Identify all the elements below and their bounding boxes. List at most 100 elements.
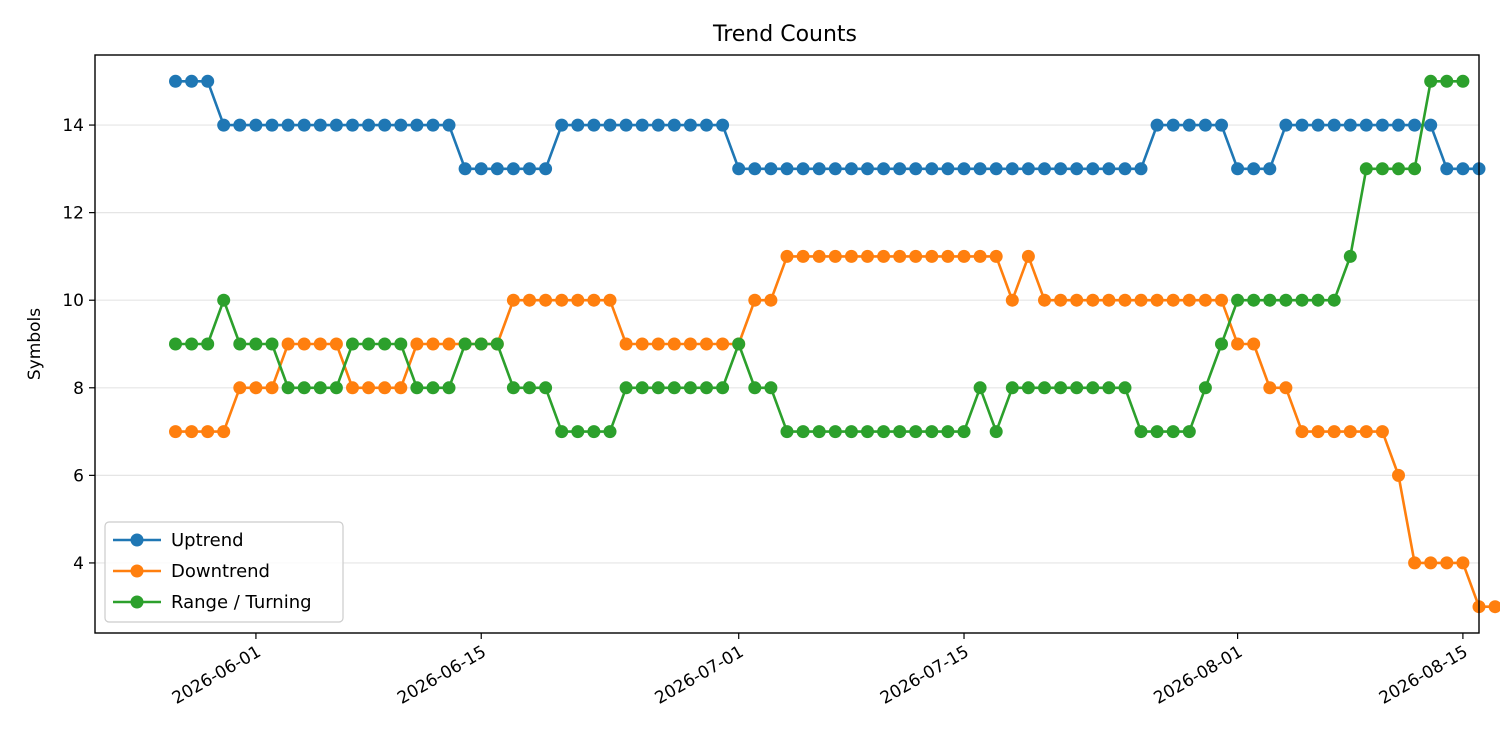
data-point xyxy=(925,162,939,176)
data-point xyxy=(973,381,987,395)
data-point xyxy=(378,337,392,351)
series-2 xyxy=(169,74,1470,439)
data-point xyxy=(700,337,713,351)
data-point xyxy=(265,381,279,395)
data-point xyxy=(780,162,794,176)
data-point xyxy=(1408,162,1422,176)
data-point xyxy=(683,337,697,351)
data-point xyxy=(1198,381,1212,395)
data-point xyxy=(1375,118,1389,132)
data-point xyxy=(812,425,826,439)
data-point xyxy=(1070,381,1084,395)
data-point xyxy=(861,162,874,176)
data-point xyxy=(651,337,665,351)
data-point xyxy=(1392,468,1405,482)
data-point xyxy=(619,337,633,351)
data-point xyxy=(1327,425,1341,439)
data-point xyxy=(683,118,697,132)
data-point xyxy=(1198,293,1212,307)
data-point xyxy=(700,381,713,395)
data-point xyxy=(571,425,585,439)
y-tick-label: 8 xyxy=(73,379,84,399)
data-point xyxy=(506,162,520,176)
data-point xyxy=(1005,381,1019,395)
data-point xyxy=(1311,293,1325,307)
data-point xyxy=(394,118,408,132)
data-point xyxy=(1327,118,1341,132)
data-point xyxy=(1231,337,1245,351)
data-point xyxy=(844,249,858,263)
legend-swatch-marker xyxy=(130,595,144,609)
data-point xyxy=(812,249,826,263)
data-point xyxy=(281,337,295,351)
data-point xyxy=(1263,381,1277,395)
data-point xyxy=(1408,556,1422,570)
data-point xyxy=(378,118,392,132)
data-point xyxy=(249,118,263,132)
chart-title: Trend Counts xyxy=(712,22,857,47)
legend-item: Range / Turning xyxy=(113,592,312,613)
data-point xyxy=(1118,162,1132,176)
data-point xyxy=(523,293,536,307)
data-point xyxy=(812,162,826,176)
data-point xyxy=(1359,162,1373,176)
data-point xyxy=(587,293,601,307)
data-point xyxy=(893,425,907,439)
data-point xyxy=(1488,600,1500,614)
data-point xyxy=(1102,381,1116,395)
data-point xyxy=(1279,118,1293,132)
data-point xyxy=(555,425,569,439)
data-point xyxy=(780,425,794,439)
data-point xyxy=(442,381,456,395)
data-point xyxy=(1070,162,1084,176)
data-point xyxy=(603,118,617,132)
data-point xyxy=(362,337,376,351)
data-point xyxy=(201,337,215,351)
data-point xyxy=(201,74,215,88)
data-point xyxy=(1038,293,1051,307)
data-point xyxy=(265,118,279,132)
data-point xyxy=(410,337,424,351)
data-point xyxy=(748,293,762,307)
x-tick-label: 2026-08-15 xyxy=(1376,642,1472,709)
data-point xyxy=(973,249,987,263)
data-point xyxy=(700,118,713,132)
data-point xyxy=(1311,118,1325,132)
data-point xyxy=(378,381,392,395)
data-point xyxy=(877,162,891,176)
data-point xyxy=(362,118,376,132)
data-point xyxy=(346,381,359,395)
data-point xyxy=(925,249,939,263)
data-point xyxy=(1247,162,1261,176)
data-point xyxy=(410,118,424,132)
data-point xyxy=(587,425,601,439)
data-point xyxy=(1166,118,1180,132)
series-layer xyxy=(169,74,1500,614)
y-tick-label: 10 xyxy=(62,291,84,311)
data-point xyxy=(1166,425,1180,439)
data-point xyxy=(1134,293,1148,307)
data-point xyxy=(603,293,617,307)
data-point xyxy=(861,425,874,439)
data-point xyxy=(539,381,553,395)
data-point xyxy=(313,337,327,351)
data-point xyxy=(169,425,182,439)
data-point xyxy=(683,381,697,395)
data-point xyxy=(410,381,424,395)
legend-swatch-marker xyxy=(130,564,144,578)
data-point xyxy=(185,425,199,439)
data-point xyxy=(539,162,553,176)
data-point xyxy=(957,249,971,263)
data-point xyxy=(732,162,746,176)
data-point xyxy=(1215,337,1228,351)
data-point xyxy=(346,118,359,132)
data-point xyxy=(1424,556,1438,570)
data-point xyxy=(217,293,231,307)
data-point xyxy=(1343,118,1357,132)
data-point xyxy=(169,337,182,351)
y-tick-label: 6 xyxy=(73,466,84,486)
x-tick-label: 2026-08-01 xyxy=(1151,642,1247,709)
data-point xyxy=(1247,293,1261,307)
data-point xyxy=(861,249,874,263)
